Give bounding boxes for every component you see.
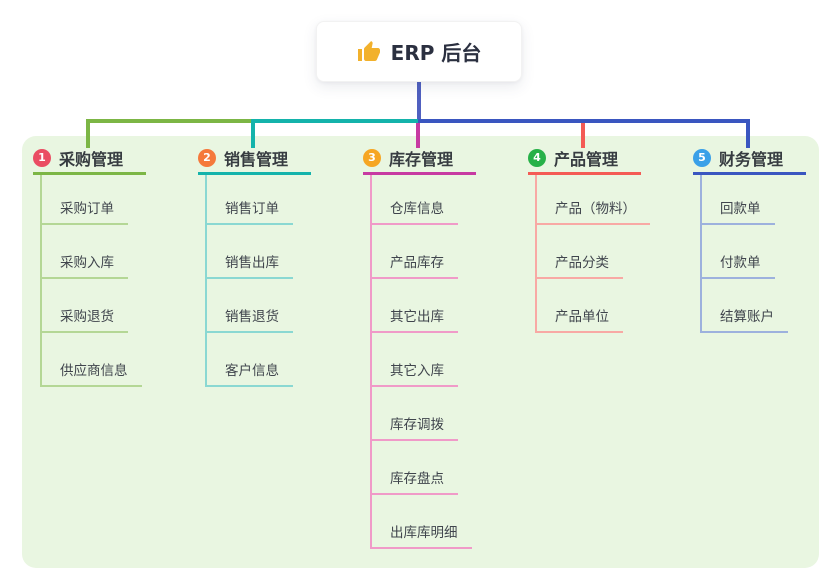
branch-number-badge: 2	[198, 148, 216, 167]
child-node[interactable]: 出库库明细	[372, 495, 472, 549]
drop-line-branch3	[416, 123, 420, 148]
root-stem-line	[417, 82, 421, 123]
child-node[interactable]: 采购入库	[42, 225, 128, 279]
branch-header[interactable]: 4 产品管理	[528, 148, 641, 175]
child-node[interactable]: 产品（物料）	[537, 175, 650, 225]
child-node[interactable]: 采购退货	[42, 279, 128, 333]
branch-number-badge: 1	[33, 148, 51, 167]
thumbs-up-icon	[357, 40, 381, 64]
branch-children: 产品（物料） 产品分类 产品单位	[535, 175, 650, 333]
child-node[interactable]: 产品库存	[372, 225, 458, 279]
child-node[interactable]: 产品分类	[537, 225, 623, 279]
branch-财务管理: 5 财务管理回款单 付款单 结算账户	[693, 148, 806, 333]
root-node[interactable]: ERP 后台	[316, 21, 522, 82]
child-node[interactable]: 回款单	[702, 175, 775, 225]
child-node[interactable]: 采购订单	[42, 175, 128, 225]
branch-title: 采购管理	[59, 149, 124, 169]
drop-line-branch1	[86, 119, 90, 148]
drop-line-branch2	[251, 119, 255, 148]
branch-产品管理: 4 产品管理产品（物料） 产品分类 产品单位	[528, 148, 650, 333]
child-node[interactable]: 销售订单	[207, 175, 293, 225]
child-node[interactable]: 其它出库	[372, 279, 458, 333]
branch-children: 回款单 付款单 结算账户	[700, 175, 788, 333]
branches-panel	[22, 136, 819, 568]
branch-number-badge: 4	[528, 148, 546, 167]
h-line-branch5	[418, 119, 750, 123]
branch-title: 产品管理	[554, 149, 619, 169]
h-line-branch2	[251, 119, 420, 123]
branch-number-badge: 3	[363, 148, 381, 167]
branch-销售管理: 2 销售管理销售订单 销售出库 销售退货 客户信息	[198, 148, 311, 387]
branch-header[interactable]: 3 库存管理	[363, 148, 476, 175]
branch-children: 销售订单 销售出库 销售退货 客户信息	[205, 175, 293, 387]
root-title: ERP 后台	[390, 41, 482, 65]
branch-采购管理: 1 采购管理采购订单 采购入库 采购退货 供应商信息	[33, 148, 146, 387]
child-node[interactable]: 其它入库	[372, 333, 458, 387]
branch-title: 库存管理	[389, 149, 454, 169]
child-node[interactable]: 库存盘点	[372, 441, 458, 495]
branch-children: 采购订单 采购入库 采购退货 供应商信息	[40, 175, 142, 387]
branch-header[interactable]: 5 财务管理	[693, 148, 806, 175]
branch-title: 财务管理	[719, 149, 784, 169]
child-node[interactable]: 客户信息	[207, 333, 293, 387]
child-node[interactable]: 销售出库	[207, 225, 293, 279]
child-node[interactable]: 仓库信息	[372, 175, 458, 225]
branch-title: 销售管理	[224, 149, 289, 169]
branch-header[interactable]: 2 销售管理	[198, 148, 311, 175]
branch-children: 仓库信息 产品库存 其它出库 其它入库 库存调拨 库存盘点 出库库明细	[370, 175, 472, 549]
drop-line-branch5	[746, 119, 750, 148]
child-node[interactable]: 付款单	[702, 225, 775, 279]
h-line-branch1	[86, 119, 253, 123]
child-node[interactable]: 产品单位	[537, 279, 623, 333]
child-node[interactable]: 结算账户	[702, 279, 788, 333]
child-node[interactable]: 销售退货	[207, 279, 293, 333]
child-node[interactable]: 库存调拨	[372, 387, 458, 441]
child-node[interactable]: 供应商信息	[42, 333, 142, 387]
branch-number-badge: 5	[693, 148, 711, 167]
drop-line-branch4	[581, 123, 585, 148]
branch-header[interactable]: 1 采购管理	[33, 148, 146, 175]
branch-库存管理: 3 库存管理仓库信息 产品库存 其它出库 其它入库 库存调拨 库存盘点 出库库明细	[363, 148, 476, 549]
